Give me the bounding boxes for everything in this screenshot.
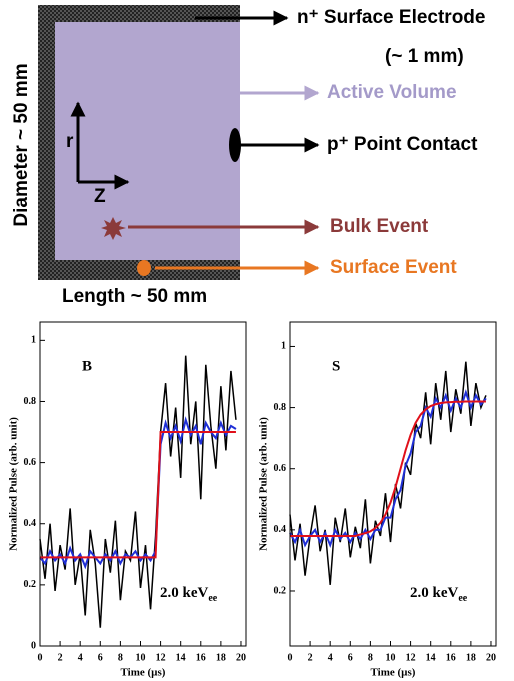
y-tick-label: 1 — [281, 341, 286, 352]
label: Length ~ 50 mm — [62, 286, 207, 307]
surface-event-marker — [137, 260, 151, 276]
x-tick-label: 12 — [406, 652, 416, 663]
energy-subscript: ee — [458, 593, 467, 604]
point-contact — [229, 128, 241, 162]
x-axis-label: Time (µs) — [371, 667, 416, 679]
x-tick-label: 16 — [446, 652, 456, 663]
y-axis-label: Normalized Pulse (arb. unit) — [258, 417, 270, 551]
energy-value: 2.0 keV — [160, 585, 209, 601]
panel-label: B — [82, 358, 92, 374]
y-tick-label: 0.6 — [274, 463, 287, 474]
x-axis-label: Time (µs) — [121, 667, 166, 679]
energy-label: 2.0 keVee — [410, 585, 468, 604]
label: p⁺ Point Contact — [327, 134, 478, 155]
label: Bulk Event — [330, 216, 429, 237]
y-tick-label: 0.8 — [24, 396, 37, 407]
x-tick-label: 12 — [156, 652, 166, 663]
y-tick-label: 0.8 — [274, 402, 287, 413]
pulse-line — [290, 362, 486, 585]
x-tick-label: 4 — [328, 652, 333, 663]
y-axis-label: Normalized Pulse (arb. unit) — [8, 417, 20, 551]
y-tick-label: 0.2 — [274, 585, 287, 596]
x-tick-label: 2 — [58, 652, 63, 663]
z-label: Z — [94, 186, 106, 207]
y-tick-label: 0 — [31, 640, 36, 651]
x-tick-label: 0 — [288, 652, 293, 663]
x-tick-label: 10 — [385, 652, 395, 663]
x-tick-label: 14 — [176, 652, 186, 663]
x-tick-label: 10 — [135, 652, 145, 663]
label: Diameter ~ 50 mm — [11, 63, 32, 226]
x-tick-label: 14 — [426, 652, 436, 663]
label: Active Volume — [327, 82, 457, 103]
x-tick-label: 6 — [98, 652, 103, 663]
energy-value: 2.0 keV — [410, 585, 459, 601]
x-tick-label: 4 — [78, 652, 83, 663]
panel-label: S — [332, 358, 340, 374]
x-tick-label: 2 — [308, 652, 313, 663]
x-tick-label: 8 — [368, 652, 373, 663]
label: (~ 1 mm) — [385, 46, 464, 67]
y-tick-label: 0.4 — [274, 524, 287, 535]
y-tick-label: 0.6 — [24, 457, 37, 468]
detector-diagram: r Z n⁺ Surface Electrode (~ 1 mm) Active… — [11, 5, 485, 307]
x-tick-label: 18 — [466, 652, 476, 663]
x-tick-label: 20 — [486, 652, 496, 663]
energy-subscript: ee — [208, 593, 217, 604]
x-tick-label: 18 — [216, 652, 226, 663]
x-tick-label: 8 — [118, 652, 123, 663]
r-label: r — [66, 131, 74, 152]
x-tick-label: 0 — [38, 652, 43, 663]
x-tick-label: 20 — [236, 652, 246, 663]
energy-label: 2.0 keVee — [160, 585, 218, 604]
y-tick-label: 0.4 — [24, 518, 37, 529]
x-tick-label: 16 — [196, 652, 206, 663]
label: n⁺ Surface Electrode — [297, 7, 485, 28]
x-tick-label: 6 — [348, 652, 353, 663]
label: Surface Event — [330, 257, 457, 278]
y-tick-label: 1 — [31, 335, 36, 346]
active-volume — [55, 22, 240, 260]
y-tick-label: 0.2 — [24, 579, 37, 590]
